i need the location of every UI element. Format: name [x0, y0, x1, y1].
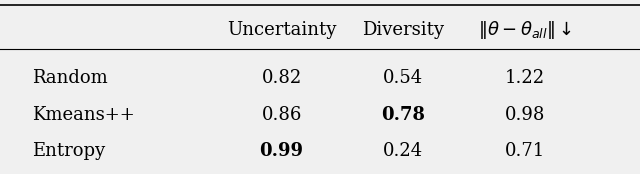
Text: 0.54: 0.54: [383, 69, 423, 87]
Text: 0.98: 0.98: [504, 106, 545, 124]
Text: Entropy: Entropy: [32, 142, 105, 160]
Text: 0.71: 0.71: [505, 142, 545, 160]
Text: Kmeans++: Kmeans++: [32, 106, 135, 124]
Text: $\|\theta - \theta_{all}\| \downarrow$: $\|\theta - \theta_{all}\| \downarrow$: [477, 19, 572, 41]
Text: Random: Random: [32, 69, 108, 87]
Text: 1.22: 1.22: [505, 69, 545, 87]
Text: 0.86: 0.86: [261, 106, 302, 124]
Text: Uncertainty: Uncertainty: [227, 21, 336, 39]
Text: 0.24: 0.24: [383, 142, 423, 160]
Text: 0.78: 0.78: [381, 106, 425, 124]
Text: Diversity: Diversity: [362, 21, 444, 39]
Text: 0.99: 0.99: [260, 142, 303, 160]
Text: 0.82: 0.82: [262, 69, 301, 87]
